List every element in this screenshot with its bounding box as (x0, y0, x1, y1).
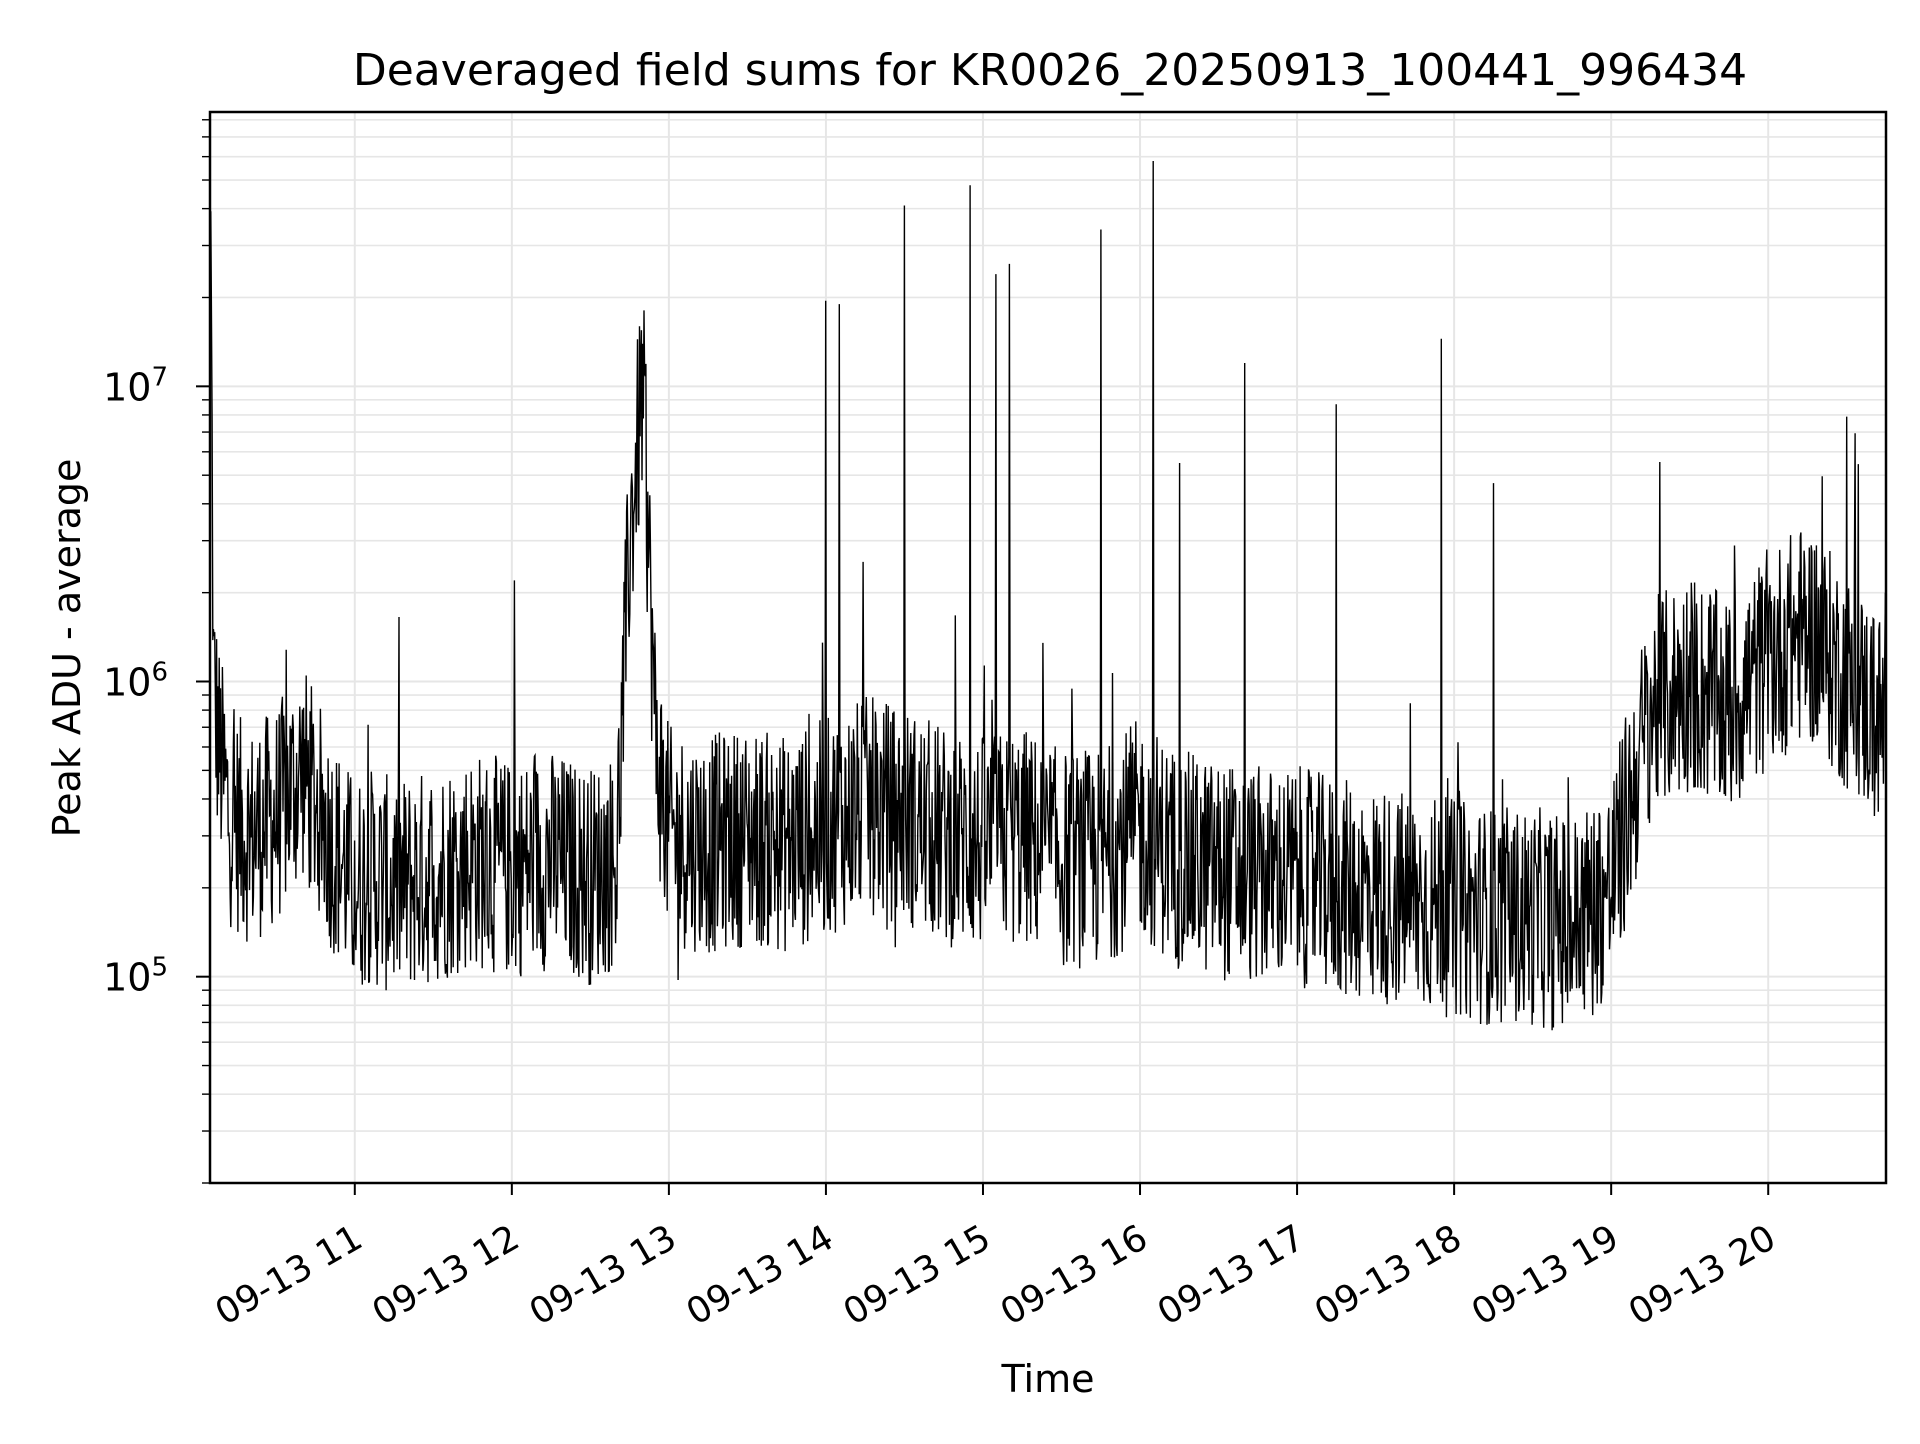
y-axis: 105 106 107 (103, 119, 210, 1184)
plot-layer (210, 160, 1886, 1031)
data-line-series (210, 160, 1886, 1031)
plot-frame (208, 110, 1888, 1185)
y-tick-label: 106 (103, 658, 168, 705)
y-tick-label: 105 (103, 953, 168, 1000)
grid-layer (210, 112, 1886, 1184)
chart-title: Deaveraged field sums for KR0026_2025091… (353, 45, 1747, 96)
x-axis-label: Time (1001, 1357, 1095, 1401)
y-tick-label: 107 (103, 362, 168, 409)
y-axis-label: Peak ADU - average (45, 459, 89, 838)
